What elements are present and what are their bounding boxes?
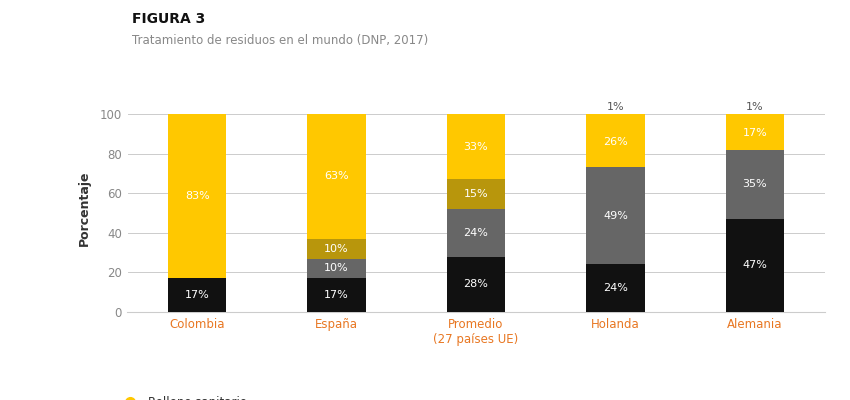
Bar — [168, 114, 226, 278]
Text: 63%: 63% — [325, 171, 348, 181]
Bar — [308, 278, 366, 312]
Text: 28%: 28% — [463, 279, 489, 289]
Bar — [726, 150, 784, 219]
Bar — [726, 114, 784, 116]
Bar — [586, 167, 644, 264]
Bar — [726, 219, 784, 312]
Text: 24%: 24% — [463, 228, 489, 238]
Bar — [586, 116, 644, 167]
Bar — [586, 114, 644, 116]
Text: 1%: 1% — [607, 102, 624, 112]
Text: 83%: 83% — [184, 191, 210, 201]
Text: 17%: 17% — [742, 128, 768, 138]
Text: 24%: 24% — [603, 283, 628, 293]
Bar — [447, 256, 505, 312]
Legend: Relleno sanitario, Biológico, Térmico, Reciclaje: Relleno sanitario, Biológico, Térmico, R… — [114, 391, 252, 400]
Text: 10%: 10% — [325, 264, 348, 274]
Text: 1%: 1% — [746, 102, 763, 112]
Text: 47%: 47% — [742, 260, 768, 270]
Text: FIGURA 3: FIGURA 3 — [132, 12, 205, 26]
Bar — [308, 114, 366, 239]
Bar — [447, 209, 505, 256]
Text: 17%: 17% — [324, 290, 349, 300]
Bar — [308, 239, 366, 258]
Bar — [447, 114, 505, 179]
Text: 10%: 10% — [325, 244, 348, 254]
Text: 17%: 17% — [184, 290, 210, 300]
Text: 35%: 35% — [743, 179, 767, 189]
Text: Tratamiento de residuos en el mundo (DNP, 2017): Tratamiento de residuos en el mundo (DNP… — [132, 34, 428, 47]
Text: 15%: 15% — [464, 189, 488, 199]
Bar — [586, 264, 644, 312]
Bar — [168, 278, 226, 312]
Y-axis label: Porcentaje: Porcentaje — [78, 170, 91, 246]
Text: 33%: 33% — [464, 142, 488, 152]
Text: 49%: 49% — [603, 211, 628, 221]
Bar — [308, 258, 366, 278]
Bar — [447, 179, 505, 209]
Bar — [726, 116, 784, 150]
Text: 26%: 26% — [603, 137, 628, 147]
